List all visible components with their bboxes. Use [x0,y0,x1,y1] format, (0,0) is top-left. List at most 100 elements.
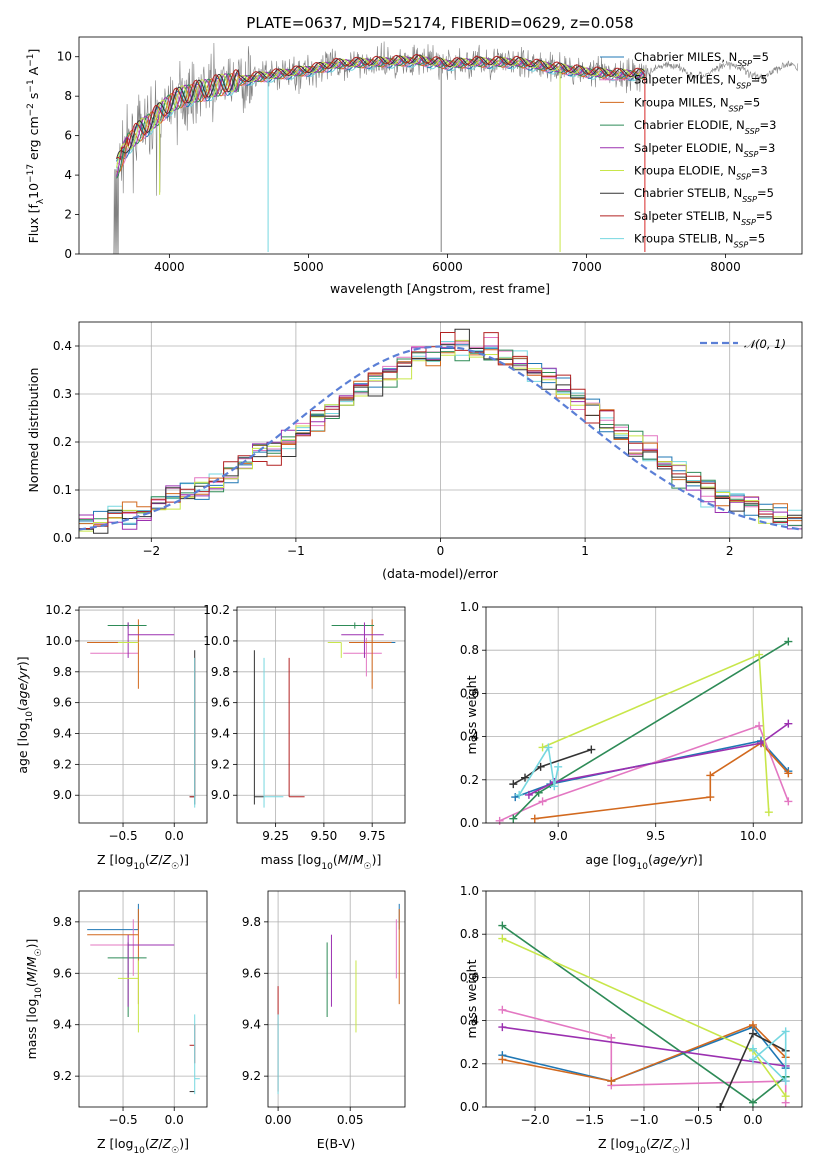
label-part: )] [693,852,703,867]
legend-label: Kroupa STELIB, NSSP=5 [634,232,765,250]
legend-label: Salpeter STELIB, NSSP=5 [634,209,773,227]
weight-marker [524,790,533,799]
label-part: M [338,852,349,867]
label-part: log [15,722,30,741]
weight-marker [748,1098,757,1107]
y-tick-label: 9.4 [242,1018,261,1032]
hist-ylabel: Normed distribution [26,368,41,493]
label-part: Flux [f [26,204,41,244]
model-spectrum [116,56,645,179]
z-weight-ylabel: mass weight [464,959,479,1038]
legend-label-sub: SSP [737,59,752,68]
x-tick-label: 5000 [293,260,324,274]
label-part: )] [372,852,382,867]
legend-label-sub: SSP [745,127,760,136]
weight-marker [515,790,524,799]
y-tick-label: 0.2 [53,435,72,449]
label-part: Z [663,1136,673,1151]
y-tick-label: 1.0 [460,884,479,898]
y-tick-label: 0.8 [460,927,479,941]
label-part: / [158,1136,163,1151]
y-tick-label: 9.4 [211,727,230,741]
weight-marker [781,1027,790,1036]
label-part: 10 [26,183,41,199]
y-tick-label: 10.2 [45,603,72,617]
weight-marker [755,650,764,659]
x-tick-label: −1.5 [575,1113,604,1127]
x-tick-label: 0.0 [165,829,184,843]
label-part: age [ [585,852,617,867]
hist-xlabel: (data-model)/error [382,566,499,581]
label-part: 10 [133,862,145,872]
weight-marker [784,719,793,728]
label-part: log [114,1136,133,1151]
label-part: ( [24,982,39,987]
label-part: ( [333,852,338,867]
y-tick-label: 9.0 [53,788,72,802]
y-tick-label: 0.4 [460,1014,479,1028]
x-tick-label: 0.00 [265,1113,292,1127]
weight-marker [530,814,539,823]
legend-label: Chabrier ELODIE, NSSP=3 [634,118,776,136]
label-part: ☉ [34,948,44,956]
y-tick-label: 0.0 [460,816,479,830]
y-tick-label: 0.3 [53,387,72,401]
weight-marker [706,793,715,802]
weight-marker [706,771,715,780]
label-part: 10 [34,987,44,999]
legend-label-sub: SSP [742,195,757,204]
y-tick-label: 6 [64,129,72,143]
y-tick-label: 9.2 [211,757,230,771]
weight-marker [607,1033,616,1042]
legend-label-main: Salpeter STELIB, N [634,209,741,223]
label-part: 10 [321,862,333,872]
x-tick-label: −0.5 [684,1113,713,1127]
label-part: M [24,956,39,967]
label-part: / [158,852,163,867]
label-part: A [26,66,41,79]
weight-marker [538,797,547,806]
legend-label: Salpeter MILES, NSSP=5 [634,73,768,91]
weight-marker [544,743,553,752]
x-tick-label: 9.25 [262,829,289,843]
label-part: −1 [26,54,36,67]
model-spectrum [116,55,645,168]
weight-marker [498,921,507,930]
label-part: log [302,852,321,867]
weight-marker [509,780,518,789]
x-tick-label: 2 [726,544,734,558]
legend-label-sub: SSP [729,104,744,113]
weight-line [515,740,789,798]
weight-marker [495,816,504,825]
legend-label-main: Kroupa MILES, N [634,95,729,109]
weight-marker [748,1044,757,1053]
label-part: −17 [26,164,36,183]
y-tick-label: 9.6 [53,966,72,980]
x-tick-label: −2 [142,544,160,558]
x-tick-label: 8000 [710,260,741,274]
weight-marker [748,1029,757,1038]
legend-label-main: Salpeter MILES, N [634,73,736,87]
label-part: 10 [25,711,35,723]
legend-label-sub: SSP [741,217,756,226]
label-part: s [26,93,41,104]
y-tick-label: 4 [64,168,72,182]
label-part: 10 [133,1146,145,1156]
label-part: ☉ [171,862,179,872]
y-tick-label: 9.4 [53,1018,72,1032]
weight-marker [781,1077,790,1086]
label-part: Z [162,852,172,867]
label-part: mass [ [261,852,303,867]
x-tick-label: −0.5 [108,829,137,843]
z-weight-frame [485,890,803,1108]
label-part: ( [646,1136,651,1151]
x-tick-label: 9.0 [549,829,568,843]
label-part: ☉ [171,1146,179,1156]
z-mass-ylabel: mass [log10(M/M☉)] [24,939,44,1060]
y-tick-label: 9.6 [53,696,72,710]
label-part: Z [149,1136,159,1151]
weight-marker [784,797,793,806]
weight-marker [764,808,773,817]
weight-marker [748,1055,757,1064]
